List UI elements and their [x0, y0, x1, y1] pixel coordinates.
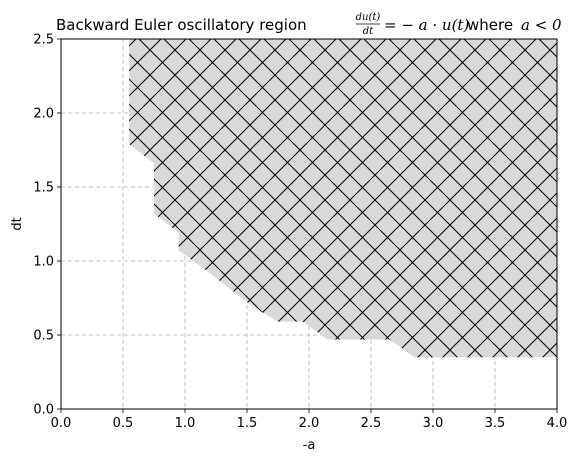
x-tick-label: 2.0 — [299, 416, 320, 431]
x-tick-label: 1.0 — [175, 416, 196, 431]
x-tick-label: 4.0 — [547, 416, 568, 431]
title-frac-numerator: du(t) — [356, 12, 381, 23]
y-tick-label: 1.0 — [33, 255, 54, 270]
x-tick-label: 2.5 — [361, 416, 382, 431]
y-tick-label: 0.0 — [33, 403, 54, 418]
y-tick-label: 1.5 — [33, 181, 54, 196]
title-frac-denominator: dt — [363, 26, 374, 37]
title-where: where — [467, 16, 513, 34]
x-tick-label: 1.5 — [237, 416, 258, 431]
title-condition: a < 0 — [521, 16, 562, 34]
x-axis-ticks: 0.0 0.5 1.0 1.5 2.0 2.5 3.0 3.5 4.0 — [51, 409, 568, 431]
x-tick-label: 3.0 — [423, 416, 444, 431]
y-tick-label: 2.0 — [33, 107, 54, 122]
title-fraction: du(t) dt — [356, 12, 381, 37]
y-tick-label: 0.5 — [33, 329, 54, 344]
title-equation-text: = − a · u(t) — [384, 16, 469, 34]
y-axis-ticks: 0.0 0.5 1.0 1.5 2.0 2.5 — [33, 33, 61, 418]
chart-title: Backward Euler oscillatory region — [56, 16, 307, 34]
oscillatory-region-hatch — [129, 39, 557, 358]
title-prefix: Backward Euler oscillatory region — [56, 16, 307, 34]
y-tick-label: 2.5 — [33, 33, 54, 48]
x-axis-label: -a — [303, 438, 316, 453]
x-tick-label: 3.5 — [485, 416, 506, 431]
title-equation: = − a · u(t) — [384, 16, 469, 34]
y-axis-label: dt — [10, 217, 25, 230]
x-tick-label: 0.5 — [113, 416, 134, 431]
x-tick-label: 0.0 — [51, 416, 72, 431]
